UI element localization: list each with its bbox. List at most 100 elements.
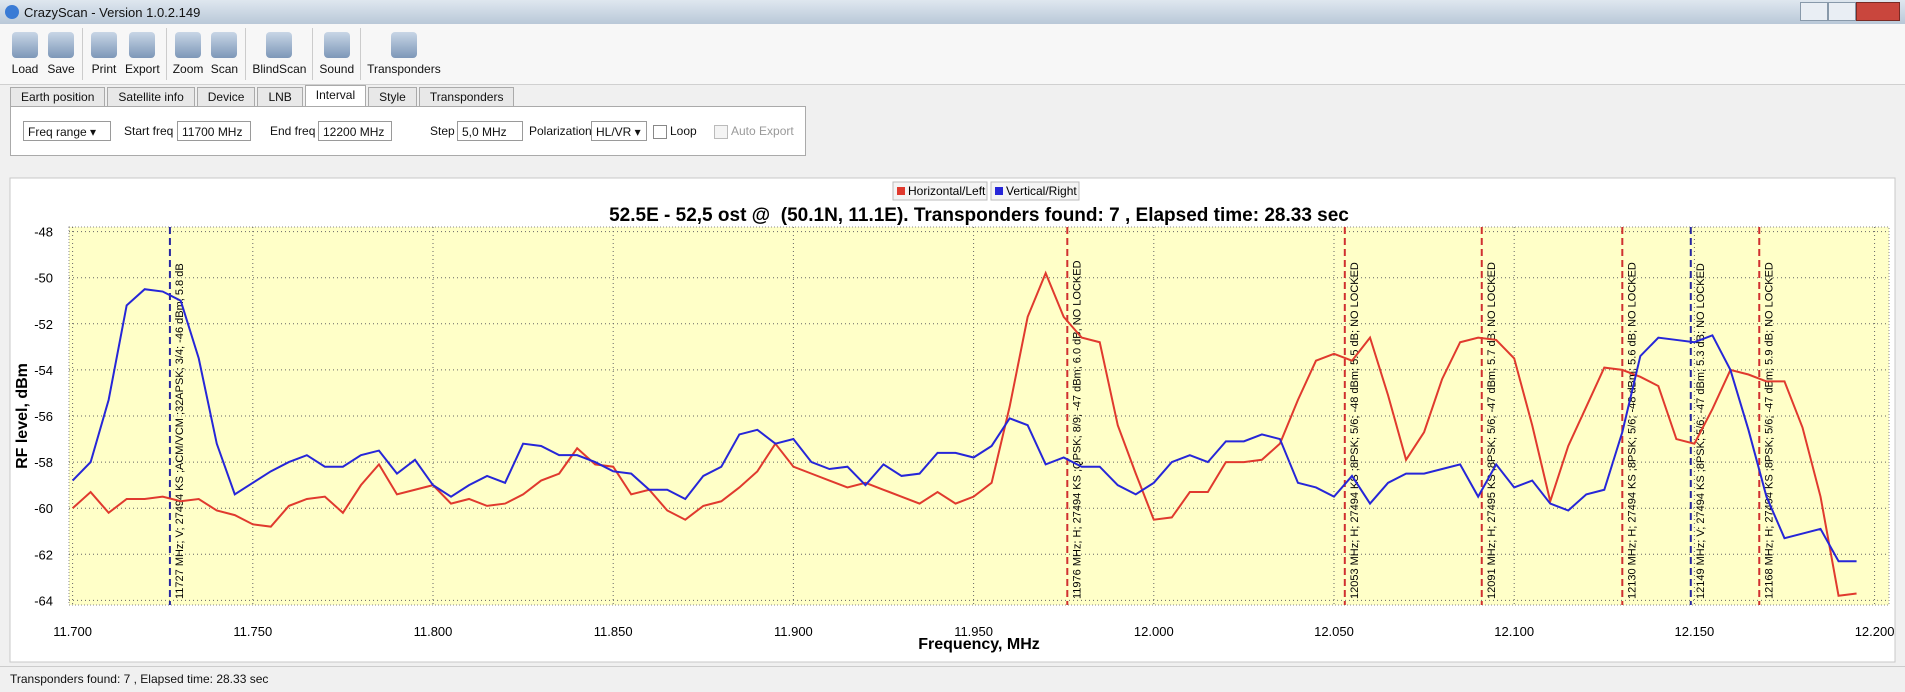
- mode-select[interactable]: Freq range ▾: [23, 121, 111, 141]
- y-tick-label: -62: [34, 547, 53, 562]
- step-input[interactable]: 5,0 MHz: [457, 121, 523, 141]
- y-tick-label: -54: [34, 363, 53, 378]
- interval-panel: Freq range ▾ Start freq 11700 MHz End fr…: [10, 106, 806, 156]
- legend-label: Horizontal/Left: [908, 184, 986, 198]
- tab[interactable]: Transponders: [418, 87, 515, 107]
- loop-label: Loop: [670, 124, 697, 138]
- pol-value: HL/VR: [596, 125, 632, 139]
- x-tick-label: 12.150: [1675, 624, 1715, 639]
- toolbar-label: Export: [125, 62, 160, 76]
- legend-item: [990, 181, 1080, 201]
- icon: [12, 32, 38, 58]
- auto-export-checkbox: [714, 125, 728, 139]
- toolbar-button[interactable]: Scan: [209, 24, 239, 84]
- legend-label: Vertical/Right: [1006, 184, 1077, 198]
- x-tick-label: 11.800: [414, 624, 453, 639]
- toolbar-label: Transponders: [367, 62, 441, 76]
- y-tick-label: -58: [34, 455, 53, 470]
- tab[interactable]: Interval: [304, 85, 367, 107]
- close[interactable]: [1856, 2, 1900, 21]
- tab[interactable]: Earth position: [10, 87, 106, 107]
- toolbar-label: Scan: [210, 62, 239, 76]
- status-text: Transponders found: 7 , Elapsed time: 28…: [10, 672, 269, 686]
- step-value: 5,0 MHz: [462, 125, 507, 139]
- x-axis-label: Frequency, MHz: [918, 636, 1040, 653]
- y-tick-label: -56: [34, 409, 53, 424]
- loop-checkbox[interactable]: [653, 125, 667, 139]
- auto-export-label: Auto Export: [731, 124, 794, 138]
- x-tick-label: 11.850: [594, 624, 633, 639]
- x-tick-label: 12.200: [1855, 624, 1895, 639]
- maximize[interactable]: [1828, 2, 1856, 21]
- series-line: [71, 270, 1857, 597]
- icon: [91, 32, 117, 58]
- x-tick-label: 11.950: [954, 624, 993, 639]
- y-tick-label: -64: [34, 593, 53, 608]
- end-input[interactable]: 12200 MHz: [318, 121, 392, 141]
- x-tick-label: 12.100: [1494, 624, 1534, 639]
- tab[interactable]: Satellite info: [107, 87, 195, 107]
- x-tick-label: 12.050: [1314, 624, 1354, 639]
- series-line: [71, 288, 1857, 563]
- x-tick-label: 11.900: [774, 624, 813, 639]
- start-value: 11700 MHz: [182, 125, 243, 139]
- icon: [175, 32, 202, 58]
- transponder-label: 12168 MHz; H; 27494 KS ;8PSK; 5/6; -47 d…: [1763, 262, 1775, 599]
- toolbar-button[interactable]: Save: [46, 24, 76, 84]
- pol-label: Polarization: [529, 124, 592, 138]
- toolbar-button[interactable]: Export: [125, 24, 160, 84]
- chart-title: 52.5E - 52,5 ost @ (50.1N, 11.1E). Trans…: [609, 205, 1349, 226]
- icon: [129, 32, 156, 58]
- toolbar-button[interactable]: Sound: [319, 24, 354, 84]
- toolbar-label: Print: [91, 62, 117, 76]
- icon: [390, 32, 417, 58]
- separator: [165, 28, 167, 80]
- mode: Freq range: [28, 125, 87, 139]
- toolbar-label: Load: [11, 62, 39, 76]
- legend-item: [892, 181, 988, 201]
- toolbar-label: BlindScan: [252, 62, 307, 76]
- chart: 52.5E - 52,5 ost @ (50.1N, 11.1E). Trans…: [9, 177, 1896, 663]
- end-value: 12200 MHz: [323, 125, 385, 139]
- separator: [312, 28, 314, 80]
- transponder-label: 12053 MHz; H; 27494 KS ;8PSK; 5/6; -48 d…: [1349, 262, 1361, 599]
- toolbar-button[interactable]: BlindScan: [252, 24, 306, 84]
- y-tick-label: -50: [34, 271, 53, 286]
- transponder-label: 12130 MHz; H; 27494 KS ;8PSK; 5/6; -48 d…: [1626, 262, 1638, 599]
- toolbar-button[interactable]: Transponders: [367, 24, 441, 84]
- transponder-label: 11727 MHz; V; 27494 KS ;ACM/VCM ;32APSK;…: [174, 263, 186, 599]
- icon: [48, 32, 74, 58]
- y-tick-label: -60: [34, 501, 53, 516]
- tab[interactable]: Style: [368, 87, 417, 107]
- icon: [211, 32, 238, 58]
- tab[interactable]: LNB: [257, 87, 303, 107]
- transponder-label: 11976 MHz; H; 27494 KS ;QPSK; 8/9; -47 d…: [1071, 260, 1083, 599]
- start-label: Start freq: [124, 124, 174, 138]
- x-tick-label: 12.000: [1134, 624, 1174, 639]
- separator: [360, 28, 362, 80]
- start-input[interactable]: 11700 MHz: [177, 121, 251, 141]
- y-tick-label: -52: [34, 317, 53, 332]
- separator: [245, 28, 247, 80]
- status-bar: Transponders found: 7 , Elapsed time: 28…: [0, 666, 1905, 692]
- tabs: Earth position Satellite info Device LNB Int…: [10, 85, 516, 107]
- x-tick-label: 11.750: [233, 624, 272, 639]
- icon: [323, 32, 350, 58]
- app-icon: [5, 5, 19, 19]
- toolbar-label: Zoom: [172, 62, 204, 76]
- tab[interactable]: Device: [196, 87, 256, 107]
- toolbar-button[interactable]: Zoom: [172, 24, 204, 84]
- end-label: End freq: [270, 124, 316, 138]
- legend-swatch: [995, 187, 1003, 195]
- toolbar-label: Sound: [319, 62, 355, 76]
- minimize[interactable]: [1800, 2, 1828, 21]
- toolbar-button[interactable]: Print: [89, 24, 119, 84]
- title-bar: CrazyScan - Version 1.0.2.149: [0, 0, 1905, 24]
- y-tick-label: -48: [34, 225, 53, 240]
- pol-select[interactable]: HL/VR ▾: [591, 121, 647, 141]
- toolbar-button[interactable]: Load: [10, 24, 40, 84]
- toolbar-label: Save: [47, 62, 75, 76]
- legend-swatch: [897, 187, 905, 195]
- x-tick-label: 11.700: [53, 624, 92, 639]
